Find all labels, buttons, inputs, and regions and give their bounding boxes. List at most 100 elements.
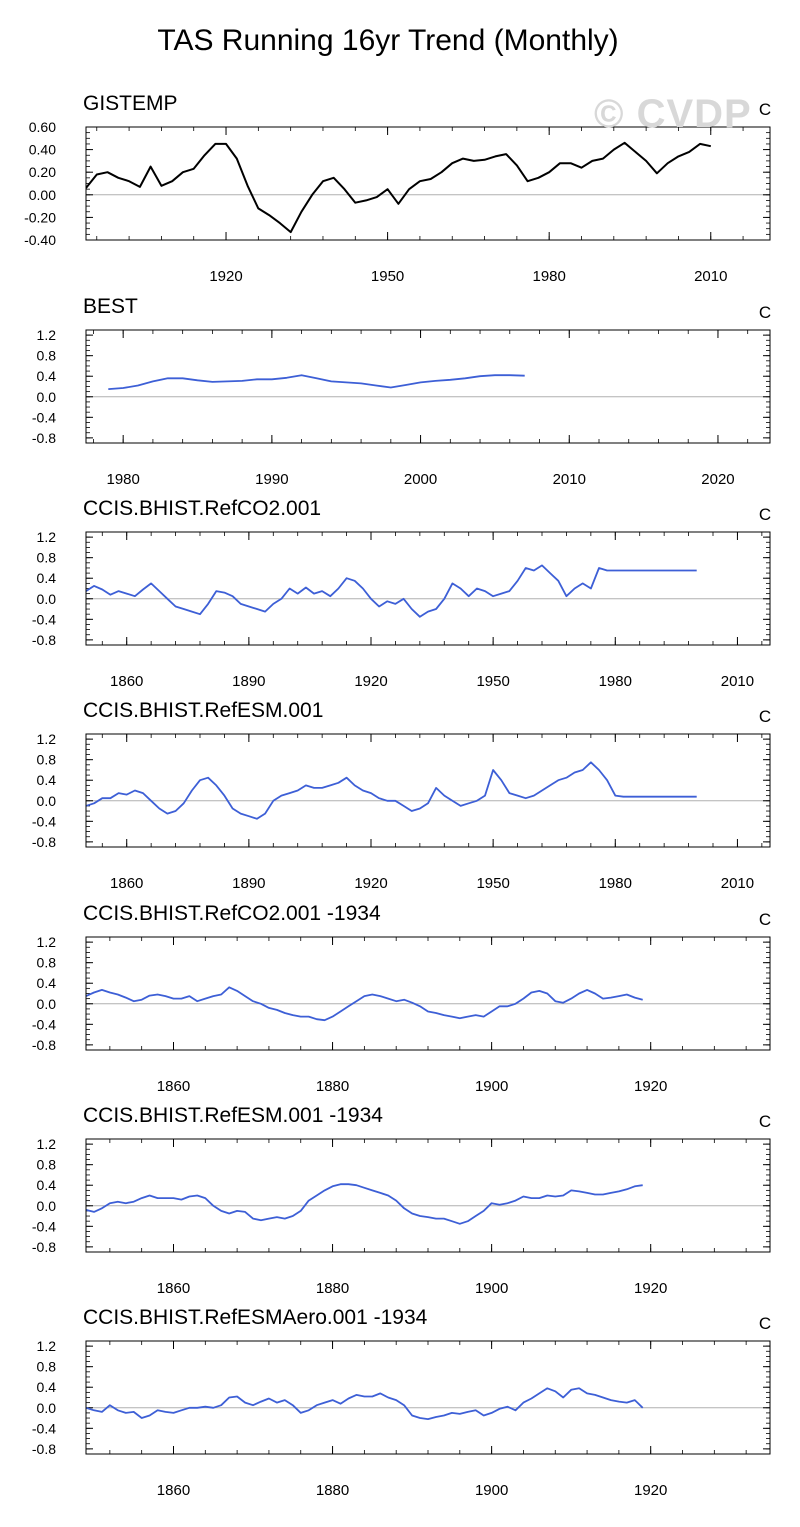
y-tick-label: 0.8 [37, 955, 57, 971]
panel-title: CCIS.BHIST.RefESM.001 -1934 [83, 1104, 383, 1127]
series-line [86, 1183, 643, 1225]
y-tick-label: 0.4 [37, 368, 57, 384]
x-tick-label: 2010 [553, 471, 586, 488]
x-tick-label: 1900 [475, 1280, 508, 1297]
y-tick-label: 0.4 [37, 1379, 57, 1395]
y-tick-label: 1.2 [37, 1136, 57, 1152]
series-line [86, 141, 712, 234]
series-line [86, 564, 697, 618]
panel-title: CCIS.BHIST.RefESM.001 [83, 699, 323, 722]
panel-units: C [759, 303, 771, 322]
x-tick-label: 1920 [634, 1482, 667, 1499]
chart-panel-3: CCIS.BHIST.RefCO2.001 C 1.2 0.8 0.4 0.0 -0.4 -0… [32, 497, 771, 690]
panel-units: C [759, 1112, 771, 1131]
y-tick-label: -0.4 [32, 1218, 56, 1234]
main-title: TAS Running 16yr Trend (Monthly) [157, 24, 619, 57]
x-tick-label: 2000 [404, 471, 437, 488]
x-tick-label: 1950 [476, 673, 509, 690]
y-tick-label: 0.8 [37, 1359, 57, 1375]
chart-panel-6: CCIS.BHIST.RefESM.001 -1934 C 1.2 0.8 0.4 0.0… [32, 1104, 771, 1297]
y-tick-label: 0.60 [29, 119, 56, 135]
panel-title: GISTEMP [83, 92, 178, 115]
y-tick-label: -0.4 [32, 1016, 56, 1032]
y-tick-label: -0.40 [24, 232, 56, 248]
panel-title: BEST [83, 295, 138, 318]
y-tick-label: -0.4 [32, 813, 56, 829]
y-tick-label: 0.8 [37, 348, 57, 364]
series-line [86, 761, 697, 820]
x-tick-label: 1980 [599, 673, 632, 690]
plot-frame [85, 126, 771, 241]
panel-units: C [759, 910, 771, 929]
y-tick-label: -0.20 [24, 209, 56, 225]
y-tick-label: -0.8 [32, 632, 56, 648]
x-tick-label: 1990 [255, 471, 288, 488]
series-line [86, 986, 643, 1022]
panel-units: C [759, 100, 771, 119]
plot-frame [85, 329, 771, 444]
x-tick-label: 1890 [232, 673, 265, 690]
y-tick-label: 1.2 [37, 1338, 57, 1354]
y-tick-label: -0.8 [32, 1037, 56, 1053]
x-tick-label: 1950 [476, 875, 509, 892]
y-tick-label: 1.2 [37, 327, 57, 343]
y-tick-label: -0.4 [32, 409, 56, 425]
y-tick-label: 0.4 [37, 772, 57, 788]
panel-units: C [759, 505, 771, 524]
chart-panel-2: BEST C 1.2 0.8 0.4 0.0 -0.4 -0.8 1980 1990 2000 201… [32, 295, 771, 488]
y-tick-label: 0.0 [37, 793, 57, 809]
x-tick-label: 2020 [701, 471, 734, 488]
x-tick-label: 1880 [316, 1482, 349, 1499]
x-tick-label: 1920 [354, 673, 387, 690]
x-tick-label: 1980 [532, 268, 565, 285]
plot-frame [85, 733, 771, 848]
x-tick-label: 1980 [599, 875, 632, 892]
x-tick-label: 2010 [721, 673, 754, 690]
y-tick-label: 1.2 [37, 934, 57, 950]
x-tick-label: 1920 [209, 268, 242, 285]
panel-units: C [759, 707, 771, 726]
watermark: © CVDP [594, 92, 752, 136]
y-tick-label: 0.8 [37, 752, 57, 768]
panel-title: CCIS.BHIST.RefCO2.001 -1934 [83, 902, 381, 925]
series-line [108, 374, 525, 390]
panel-units: C [759, 1314, 771, 1333]
x-tick-label: 1980 [106, 471, 139, 488]
x-tick-label: 1920 [634, 1078, 667, 1095]
y-tick-label: 0.4 [37, 975, 57, 991]
y-tick-label: 0.8 [37, 550, 57, 566]
y-tick-label: 0.4 [37, 1177, 57, 1193]
y-tick-label: -0.8 [32, 430, 56, 446]
y-tick-label: 0.0 [37, 591, 57, 607]
x-tick-label: 1950 [371, 268, 404, 285]
chart-panel-1: GISTEMP C 0.60 0.40 0.20 0.00 -0.20 -0.40 1920 19… [24, 92, 771, 285]
y-tick-label: 1.2 [37, 731, 57, 747]
y-tick-label: 0.4 [37, 570, 57, 586]
panel-title: CCIS.BHIST.RefCO2.001 [83, 497, 321, 520]
y-tick-label: -0.8 [32, 1441, 56, 1457]
y-tick-label: 0.0 [37, 389, 57, 405]
chart-panel-7: CCIS.BHIST.RefESMAero.001 -1934 C 1.2 0.8 0.… [32, 1306, 771, 1499]
x-tick-label: 1900 [475, 1078, 508, 1095]
panel-title: CCIS.BHIST.RefESMAero.001 -1934 [83, 1306, 428, 1329]
y-tick-label: -0.4 [32, 611, 56, 627]
x-tick-label: 2010 [721, 875, 754, 892]
y-tick-label: 0.8 [37, 1157, 57, 1173]
plot-frame [85, 1340, 771, 1455]
plot-frame [85, 1138, 771, 1253]
x-tick-label: 2010 [694, 268, 727, 285]
x-tick-label: 1860 [157, 1078, 190, 1095]
y-tick-label: 0.0 [37, 996, 57, 1012]
x-tick-label: 1860 [110, 673, 143, 690]
y-tick-label: 0.0 [37, 1400, 57, 1416]
plot-frame [85, 936, 771, 1051]
y-tick-label: 0.20 [29, 164, 56, 180]
y-tick-label: 0.00 [29, 187, 56, 203]
series-line [86, 1387, 644, 1420]
plot-frame [85, 531, 771, 646]
chart-panel-4: CCIS.BHIST.RefESM.001 C 1.2 0.8 0.4 0.0 -0.4 -0… [32, 699, 771, 892]
chart-panel-5: CCIS.BHIST.RefCO2.001 -1934 C 1.2 0.8 0.4 0.0… [32, 902, 771, 1095]
x-tick-label: 1890 [232, 875, 265, 892]
x-tick-label: 1900 [475, 1482, 508, 1499]
